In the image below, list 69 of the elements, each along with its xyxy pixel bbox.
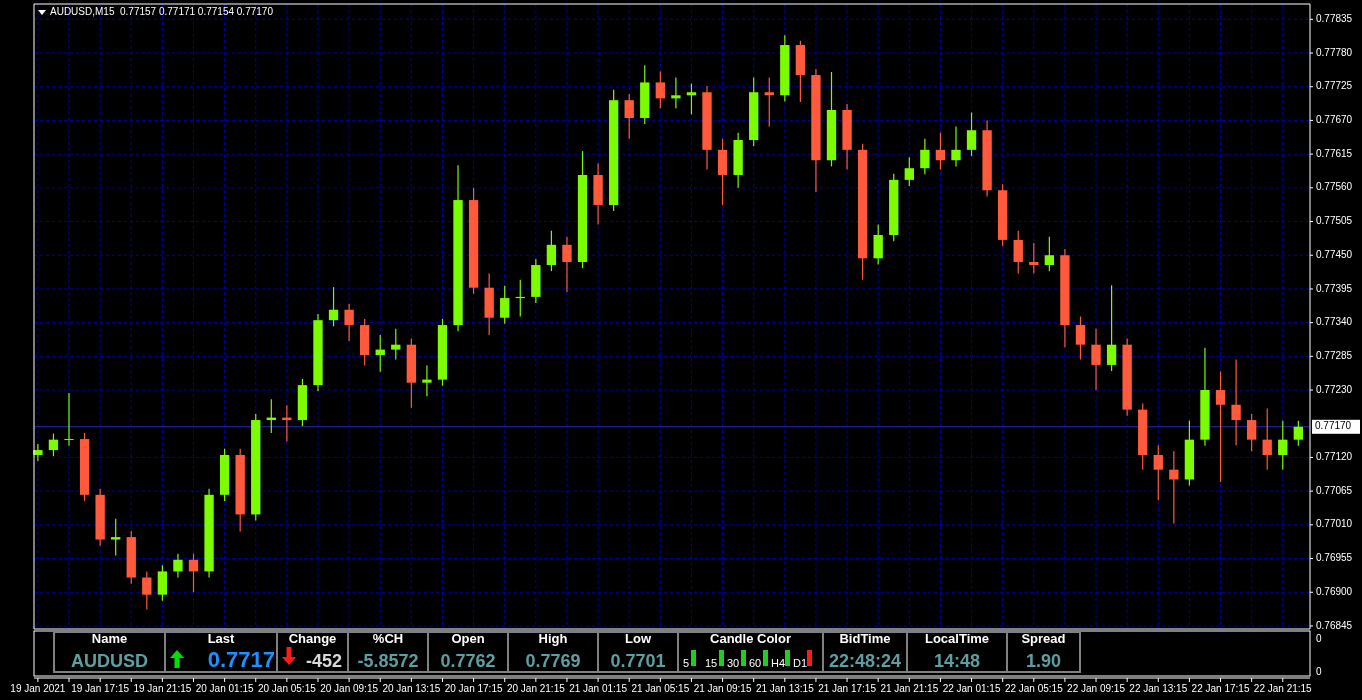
text: 0 xyxy=(1316,632,1322,644)
x-tick-label: 20 Jan 09:15 xyxy=(320,683,379,694)
x-tick-label: 20 Jan 21:15 xyxy=(506,683,566,694)
category-label: Spread xyxy=(1021,631,1066,646)
y-tick-label: 0.76955 xyxy=(1316,552,1353,564)
x-tick-label: 21 Jan 13:15 xyxy=(755,683,815,694)
candlestick xyxy=(484,273,494,336)
y-tick-label: 0.77340 xyxy=(1316,316,1353,328)
text: 14:48 xyxy=(933,651,981,671)
text: 0.7717 xyxy=(207,647,275,672)
candlestick xyxy=(1122,337,1132,417)
y-tick-label: 0.77230 xyxy=(1316,383,1353,395)
chart-title: AUDUSD,M15 0.77157 0.77171 0.77154 0.77170 xyxy=(50,6,274,17)
category-label: High xyxy=(538,631,568,646)
y-tick-label: 0.77780 xyxy=(1316,46,1353,58)
y-tick-label: 0.77505 xyxy=(1316,215,1353,227)
x-tick-label: 19 Jan 21:15 xyxy=(133,683,192,694)
y-tick-label: 0.76900 xyxy=(1316,585,1353,597)
y-tick-label: 0.77560 xyxy=(1316,181,1353,193)
x-tick-label: 21 Jan 05:15 xyxy=(631,683,690,694)
text: 22:48:24 xyxy=(828,651,902,671)
text: 0.7701 xyxy=(610,651,666,671)
x-tick-label: 22 Jan 17:15 xyxy=(1191,683,1250,694)
y-tick-label: 0.77010 xyxy=(1316,518,1353,530)
text: 0.7769 xyxy=(525,651,581,671)
x-tick-label: 20 Jan 05:15 xyxy=(257,683,317,694)
x-tick-label: 21 Jan 09:15 xyxy=(693,683,752,694)
x-tick-label: 19 Jan 17:15 xyxy=(71,683,130,694)
category-label: LocalTime xyxy=(924,631,990,646)
y-tick-label: 0.77450 xyxy=(1316,248,1353,260)
category-label: Name xyxy=(91,631,128,646)
category-label: %CH xyxy=(372,631,404,646)
y-tick-label: 0.77725 xyxy=(1316,80,1353,92)
x-tick-label: 22 Jan 01:15 xyxy=(942,683,1001,694)
x-tick-label: 20 Jan 01:15 xyxy=(195,683,254,694)
text: 1.90 xyxy=(1025,651,1062,671)
x-tick-label: 22 Jan 13:15 xyxy=(1129,683,1188,694)
text: -452 xyxy=(305,651,342,671)
ref-line-label: 0.77170 xyxy=(1315,420,1352,432)
x-tick-label: 22 Jan 21:15 xyxy=(1253,683,1313,694)
category-label: Change xyxy=(288,631,337,646)
category-label: Candle Color xyxy=(710,631,791,646)
text: 0 xyxy=(1316,665,1322,677)
category-label: Low xyxy=(625,631,652,646)
y-tick-label: 0.77120 xyxy=(1316,451,1353,463)
y-tick-label: 0.76845 xyxy=(1316,619,1353,631)
y-tick-label: 0.77065 xyxy=(1316,484,1353,496)
y-tick-label: 0.77285 xyxy=(1316,349,1353,361)
category-label: Last xyxy=(207,631,236,646)
y-tick-label: 0.77615 xyxy=(1316,147,1353,159)
text: 5 15 30 60 H4 D1 xyxy=(683,657,808,669)
category-label: Open xyxy=(451,631,485,646)
x-tick-label: 20 Jan 13:15 xyxy=(382,683,441,694)
x-tick-label: 20 Jan 17:15 xyxy=(444,683,503,694)
x-tick-label: 22 Jan 05:15 xyxy=(1004,683,1064,694)
y-tick-label: 0.77835 xyxy=(1316,12,1353,24)
x-tick-label: 21 Jan 21:15 xyxy=(880,683,939,694)
x-tick-label: 21 Jan 01:15 xyxy=(569,683,628,694)
candlestick xyxy=(531,258,541,304)
y-tick-label: 0.77395 xyxy=(1316,282,1353,294)
x-tick-label: 21 Jan 17:15 xyxy=(818,683,877,694)
category-label: BidTime xyxy=(839,631,891,646)
text: AUDUSD xyxy=(70,651,149,671)
x-tick-label: 19 Jan 2021 xyxy=(10,683,66,694)
text: 0.7762 xyxy=(440,651,496,671)
candlestick xyxy=(111,518,121,557)
x-tick-label: 22 Jan 09:15 xyxy=(1067,683,1126,694)
text: -5.8572 xyxy=(357,651,419,671)
y-tick-label: 0.77670 xyxy=(1316,114,1353,126)
